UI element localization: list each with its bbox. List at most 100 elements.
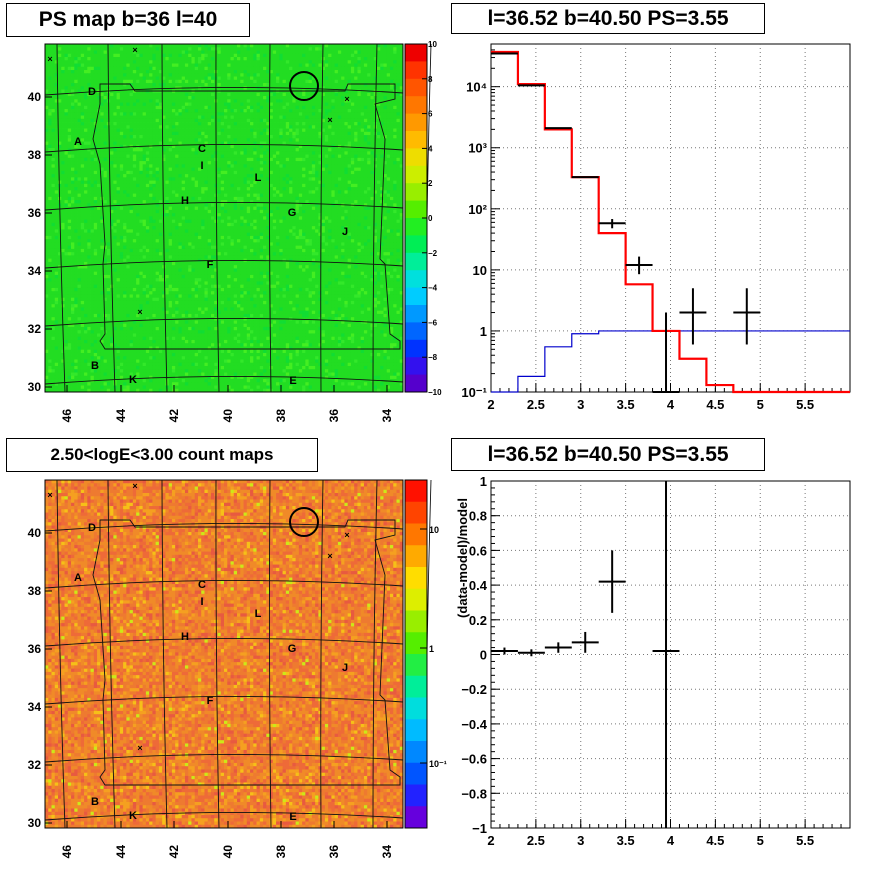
ps-colorbar-label: 2: [428, 179, 433, 188]
ps-map-region-label: F: [207, 259, 214, 271]
ps-map-marker: ×: [344, 94, 349, 104]
residual-ytick-label: 1: [480, 474, 487, 489]
spectrum-ytick-label: 10²: [468, 202, 487, 217]
count-map-ytick-label: 40: [28, 526, 42, 540]
count-map-xtick-label: 34: [380, 845, 394, 859]
figure-canvas: ×××××ABCDEFGHIJKL46 44 42 40 38 36 34303234363…: [0, 0, 896, 872]
residual-ytick-label: −0.2: [461, 682, 487, 697]
ps-map-ytick-label: 30: [28, 380, 42, 394]
ps-map-title: PS map b=36 l=40: [6, 3, 250, 37]
residual-title: l=36.52 b=40.50 PS=3.55: [451, 438, 765, 471]
spectrum-ytick-label: 10⁻¹: [461, 385, 487, 400]
ps-map-region-label: K: [129, 374, 137, 386]
spectrum-xtick-label: 3.5: [617, 397, 635, 412]
ps-map-xtick-label: 38: [274, 409, 288, 423]
residual-ytick-label: 0.2: [469, 613, 487, 628]
residual-ytick-label: 0.4: [469, 578, 488, 593]
count-map-region-label: F: [207, 695, 214, 707]
count-map-region-label: C: [198, 579, 206, 591]
ps-map-ytick-label: 34: [28, 264, 42, 278]
residual-xtick-label: 4.5: [706, 833, 724, 848]
count-map-marker: ×: [137, 743, 142, 753]
ps-map-xtick-label: 36: [327, 409, 341, 423]
ps-map-ytick-label: 40: [28, 90, 42, 104]
spectrum-xtick-label: 3: [577, 397, 584, 412]
count-map-marker: ×: [344, 530, 349, 540]
residual-xtick-label: 3: [577, 833, 584, 848]
count-colorbar-label: 1: [429, 644, 434, 654]
ps-colorbar-label: 6: [428, 110, 433, 119]
spectrum-ytick-label: 10³: [468, 141, 487, 156]
count-map-marker: ×: [132, 481, 137, 491]
spectrum-xtick-label: 2: [487, 397, 494, 412]
residual-xtick-label: 5.5: [796, 833, 814, 848]
ps-map-region-label: C: [198, 143, 206, 155]
residual-xtick-label: 2.5: [527, 833, 545, 848]
count-map-region-label: L: [255, 608, 262, 620]
ps-colorbar-label: −8: [428, 353, 438, 362]
residual-xtick-label: 3.5: [617, 833, 635, 848]
ps-map-marker: ×: [137, 307, 142, 317]
count-map-region-label: K: [129, 810, 137, 822]
ps-map-xtick-label: 46: [60, 409, 74, 423]
count-map-ytick-label: 32: [28, 758, 42, 772]
residual-xtick-label: 5: [757, 833, 764, 848]
ps-map-xtick-label: 34: [380, 409, 394, 423]
count-map-ytick-label: 36: [28, 642, 42, 656]
ps-colorbar-label: 8: [428, 75, 433, 84]
residual-xtick-label: 4: [667, 833, 675, 848]
residual-ytick-label: −0.4: [461, 717, 487, 732]
spectrum-xtick-label: 5: [757, 397, 764, 412]
count-map-xtick-label: 44: [114, 845, 128, 859]
ps-colorbar-label: 10: [428, 40, 437, 49]
count-map-ytick-label: 30: [28, 816, 42, 830]
ps-colorbar-label: −6: [428, 318, 438, 327]
residual-ytick-label: −0.6: [461, 752, 487, 767]
count-map-marker: ×: [327, 551, 332, 561]
ps-map-marker: ×: [327, 115, 332, 125]
ps-map-region-label: G: [288, 207, 297, 219]
ps-colorbar-label: −2: [428, 249, 438, 258]
ps-map-xtick-label: 44: [114, 409, 128, 423]
ps-colorbar-label: 4: [428, 144, 433, 153]
spectrum-xtick-label: 4.5: [706, 397, 724, 412]
residual-ytick-label: 0: [480, 648, 487, 663]
ps-map-region-label: D: [88, 86, 96, 98]
count-map-ytick-label: 34: [28, 700, 42, 714]
ps-map-region-label: J: [342, 226, 348, 238]
residual-ytick-label: 0.6: [469, 543, 487, 558]
residual-ytick-label: 0.8: [469, 509, 487, 524]
count-map-xtick-label: 42: [167, 845, 181, 859]
ps-map-region-label: H: [181, 195, 189, 207]
residual-ylabel: (data-model)/model: [455, 498, 470, 618]
ps-map-region-label: B: [91, 360, 99, 372]
ps-map-marker: ×: [47, 54, 52, 64]
ps-map-ytick-label: 32: [28, 322, 42, 336]
ps-map-region-label: I: [200, 160, 203, 172]
spectrum-xtick-label: 4: [667, 397, 675, 412]
count-map-region-label: D: [88, 522, 96, 534]
count-map-region-label: A: [74, 572, 82, 584]
count-map-xtick-label: 38: [274, 845, 288, 859]
residual-ytick-label: −0.8: [461, 786, 487, 801]
count-map-region-label: E: [289, 811, 296, 823]
spectrum-xtick-label: 2.5: [527, 397, 545, 412]
count-map-title: 2.50<logE<3.00 count maps: [6, 438, 318, 472]
count-map-xtick-label: 40: [221, 845, 235, 859]
ps-colorbar-label: 0: [428, 214, 433, 223]
ps-map-marker: ×: [132, 45, 137, 55]
ps-map-ytick-label: 38: [28, 148, 42, 162]
count-map-xtick-label: 46: [60, 845, 74, 859]
spectrum-ytick-label: 1: [480, 324, 487, 339]
ps-map-region-label: E: [289, 375, 296, 387]
count-map-region-label: B: [91, 796, 99, 808]
count-map-region-label: I: [200, 596, 203, 608]
spectrum-ytick-label: 10: [473, 263, 487, 278]
residual-ytick-label: −1: [472, 821, 487, 836]
ps-map-xtick-label: 40: [221, 409, 235, 423]
